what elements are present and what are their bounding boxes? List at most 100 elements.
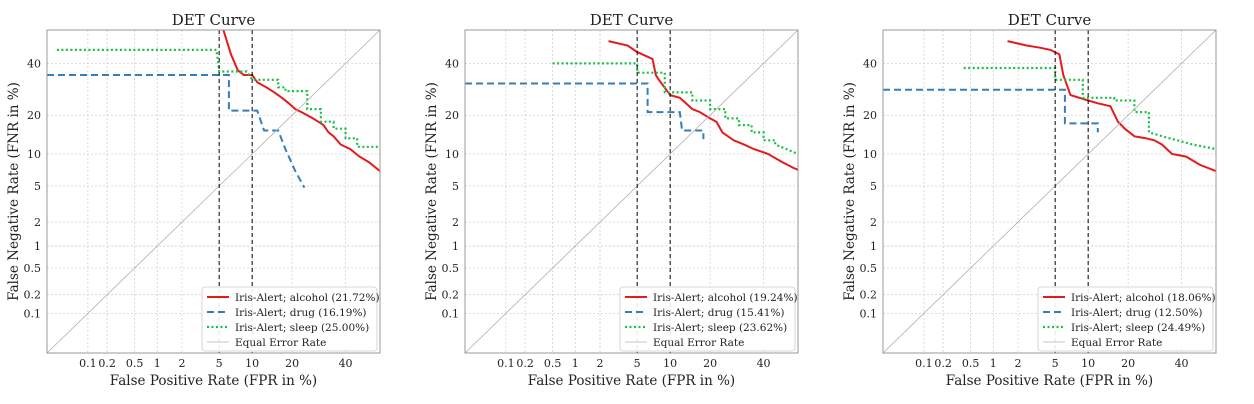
y-tick-label: 5: [452, 180, 459, 193]
x-tick-label: 10: [663, 357, 677, 370]
y-tick-label: 20: [27, 109, 41, 122]
legend-box: [201, 286, 378, 352]
y-tick-label: 1: [870, 240, 877, 253]
det-chart-1: 0.1 0.2 0.5 1 2 5 10 20 400.10.20.5125102040DET …: [6, 11, 381, 389]
y-tick-label: 0.5: [24, 262, 42, 275]
y-tick-label: 5: [34, 180, 41, 193]
series-line-equal_error: [47, 30, 380, 353]
series-line-alcohol: [608, 40, 798, 171]
y-tick-label: 0.1: [860, 307, 878, 320]
series-line-equal_error: [465, 30, 798, 353]
x-tick-label: 1: [154, 357, 161, 370]
x-tick-label: 40: [757, 357, 771, 370]
y-tick-label: 10: [27, 148, 41, 161]
x-tick-label: 0.5: [544, 357, 562, 370]
chart-title: DET Curve: [172, 11, 256, 29]
x-tick-label: 0.5: [962, 357, 980, 370]
x-tick-label: 2: [179, 357, 186, 370]
x-tick-label: 0.2: [98, 357, 116, 370]
legend-label-equal_error: Equal Error Rate: [653, 337, 744, 349]
legend-label-sleep: Iris-Alert; sleep (25.00%): [235, 322, 369, 334]
y-tick-label: 40: [445, 57, 459, 70]
y-tick-label: 2: [452, 216, 459, 229]
legend-box: [1037, 286, 1214, 352]
y-tick-label: 0.5: [442, 262, 460, 275]
y-tick-label: 0.5: [860, 262, 878, 275]
series-line-drug: [883, 88, 1099, 133]
legend: Iris-Alert; alcohol (21.72%) Iris-Alert; …: [201, 286, 380, 352]
legend: Iris-Alert; alcohol (19.24%) Iris-Alert; …: [619, 286, 798, 352]
curves: [465, 30, 798, 353]
legend-label-drug: Iris-Alert; drug (15.41%): [653, 307, 785, 319]
x-tick-label: 0.1: [915, 357, 933, 370]
legend: Iris-Alert; alcohol (18.06%) Iris-Alert; …: [1037, 286, 1216, 352]
x-tick-label: 5: [634, 357, 641, 370]
y-axis-label: False Negative Rate (FNR in %): [424, 82, 440, 301]
x-axis-label: False Positive Rate (FPR in %): [110, 373, 317, 389]
det-panel-3: 0.1 0.2 0.5 1 2 5 10 20 40 0.1 0.2 0.5 1 2 5 10 20 40 DET …: [836, 0, 1254, 400]
y-tick-label: 10: [863, 148, 877, 161]
det-panel-2: 0.1 0.2 0.5 1 2 5 10 20 40 0.1 0.2 0.5 1 2 5 10 20 40 DET …: [418, 0, 836, 400]
plot-frame: [882, 29, 1217, 354]
y-tick-label: 0.2: [24, 289, 42, 302]
x-tick-label: 20: [703, 357, 717, 370]
plot-frame: [46, 29, 381, 354]
chart-title: DET Curve: [1008, 11, 1092, 29]
y-tick-label: 5: [870, 180, 877, 193]
legend-label-sleep: Iris-Alert; sleep (23.62%): [653, 322, 787, 334]
y-tick-label: 1: [34, 240, 41, 253]
y-axis-label: False Negative Rate (FNR in %): [6, 82, 22, 301]
series-line-drug: [465, 82, 705, 140]
x-tick-label: 20: [1121, 357, 1135, 370]
legend-label-drug: Iris-Alert; drug (12.50%): [1071, 307, 1203, 319]
y-tick-label: 0.1: [442, 307, 460, 320]
x-tick-label: 5: [1052, 357, 1059, 370]
y-tick-label: 40: [27, 57, 41, 70]
y-tick-label: 40: [863, 57, 877, 70]
x-tick-label: 5: [216, 357, 223, 370]
x-tick-label: 2: [597, 357, 604, 370]
plot-frame: [464, 29, 799, 354]
legend-label-alcohol: Iris-Alert; alcohol (19.24%): [653, 292, 798, 304]
series-line-alcohol: [1007, 40, 1216, 173]
y-axis-label: False Negative Rate (FNR in %): [842, 82, 858, 301]
legend-label-equal_error: Equal Error Rate: [235, 337, 326, 349]
x-tick-label: 0.2: [934, 357, 952, 370]
series-line-equal_error: [883, 30, 1216, 353]
x-tick-label: 1: [990, 357, 997, 370]
y-tick-label: 10: [445, 148, 459, 161]
series-line-drug: [47, 74, 306, 189]
curves: [47, 30, 380, 353]
legend-label-equal_error: Equal Error Rate: [1071, 337, 1162, 349]
curves: [883, 30, 1216, 353]
y-tick-label: 2: [34, 216, 41, 229]
x-tick-label: 0.1: [497, 357, 515, 370]
x-tick-label: 40: [339, 357, 353, 370]
x-tick-label: 20: [285, 357, 299, 370]
x-tick-label: 40: [1175, 357, 1189, 370]
x-axis-label: False Positive Rate (FPR in %): [528, 373, 735, 389]
y-tick-label: 2: [870, 216, 877, 229]
det-chart-3: 0.1 0.2 0.5 1 2 5 10 20 400.10.20.5125102040DET …: [842, 11, 1217, 389]
det-panel-1: 0.1 0.2 0.5 1 2 5 10 20 40 0.1 0.2 0.5 1 2 5 10 20 40 DET …: [0, 0, 418, 400]
x-tick-label: 0.2: [516, 357, 534, 370]
legend-box: [619, 286, 796, 352]
y-tick-label: 0.2: [860, 289, 878, 302]
legend-label-drug: Iris-Alert; drug (16.19%): [235, 307, 367, 319]
chart-title: DET Curve: [590, 11, 674, 29]
y-tick-label: 0.2: [442, 289, 460, 302]
y-tick-label: 1: [452, 240, 459, 253]
x-tick-label: 2: [1015, 357, 1022, 370]
y-tick-label: 20: [863, 109, 877, 122]
x-axis-label: False Positive Rate (FPR in %): [946, 373, 1153, 389]
x-tick-label: 0.5: [126, 357, 144, 370]
legend-label-sleep: Iris-Alert; sleep (24.49%): [1071, 322, 1205, 334]
y-tick-label: 20: [445, 109, 459, 122]
y-tick-label: 0.1: [24, 307, 42, 320]
x-tick-label: 0.1: [79, 357, 97, 370]
x-tick-label: 10: [245, 357, 259, 370]
x-tick-label: 10: [1081, 357, 1095, 370]
det-chart-2: 0.1 0.2 0.5 1 2 5 10 20 400.10.20.5125102040DET …: [424, 11, 799, 389]
legend-label-alcohol: Iris-Alert; alcohol (21.72%): [235, 292, 380, 304]
